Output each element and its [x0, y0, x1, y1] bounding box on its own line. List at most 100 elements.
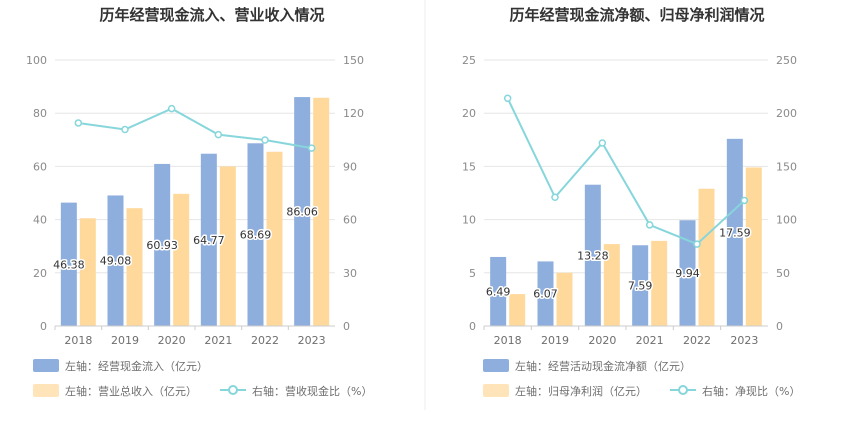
bar-left-series[interactable] — [247, 143, 264, 326]
left-axis-tick: 15 — [462, 160, 476, 173]
bar-right-series[interactable] — [651, 240, 668, 326]
ratio-point[interactable] — [167, 104, 176, 113]
legend-label-net-cash-ratio: 右轴：净现比（%） — [702, 384, 800, 398]
legend-item-net-cash-ratio[interactable]: 右轴：净现比（%） — [670, 384, 800, 398]
bar-left-series[interactable] — [537, 261, 554, 326]
bar-left-series[interactable] — [584, 184, 601, 326]
bar-right-series[interactable] — [79, 218, 96, 326]
bar-left-series[interactable] — [726, 138, 743, 326]
chart-net-cashflow-net-profit: 历年经营现金流净额、归母净利润情况 6.49 6.07 13.28 7.59 9.94 1… — [462, 6, 800, 398]
bar-left-series[interactable] — [679, 220, 696, 326]
bar-right-series[interactable] — [556, 272, 573, 326]
legend-label-net-cashflow: 左轴：经营活动现金流净额（亿元） — [515, 359, 691, 373]
x-axis-tick: 2019 — [541, 334, 569, 347]
bar-right-series[interactable] — [126, 208, 143, 326]
x-axis-tick: 2021 — [636, 334, 664, 347]
bar-right-series[interactable] — [266, 151, 283, 326]
right-axis-tick: 0 — [343, 320, 350, 333]
x-axis-tick: 2022 — [683, 334, 711, 347]
bar-left-series[interactable] — [154, 163, 171, 326]
legend-label-net-profit: 左轴：归母净利润（亿元） — [515, 384, 647, 398]
legend-swatch-revenue — [33, 384, 59, 397]
bar-right-series[interactable] — [745, 167, 762, 326]
bar-left-series[interactable] — [60, 202, 77, 326]
ratio-point[interactable] — [598, 139, 607, 147]
legend-label-cash-inflow: 左轴：经营现金流入（亿元） — [65, 359, 208, 373]
bar-right-series[interactable] — [509, 294, 526, 326]
left-axis-tick: 20 — [462, 107, 476, 120]
data-label: 68.69 — [240, 229, 272, 242]
ratio-point[interactable] — [740, 196, 749, 205]
x-axis-tick: 2021 — [204, 334, 232, 347]
legend-item-revenue-cash-ratio[interactable]: 右轴：营收现金比（%） — [220, 384, 372, 398]
data-label: 13.28 — [577, 249, 609, 262]
ratio-line-path — [78, 107, 312, 150]
legend-swatch-net-profit — [483, 384, 509, 397]
ratio-point[interactable] — [121, 125, 129, 134]
data-label: 17.59 — [719, 226, 751, 239]
ratio-point[interactable] — [74, 119, 83, 127]
data-label: 86.06 — [286, 206, 318, 219]
legend-swatch-cash-inflow — [33, 359, 59, 372]
grid — [484, 59, 768, 327]
bar-left-series[interactable] — [294, 97, 311, 326]
ratio-point[interactable] — [551, 193, 559, 202]
legend: 左轴：经营活动现金流净额（亿元） 左轴：归母净利润（亿元） 右轴：净现比（%） — [483, 359, 800, 398]
x-axis-tick: 2018 — [494, 334, 522, 347]
legend-marker-icon — [228, 385, 238, 395]
left-axis-tick: 5 — [469, 267, 476, 280]
bars — [490, 138, 762, 326]
left-axis-tick: 0 — [40, 320, 47, 333]
x-axis-tick: 2018 — [64, 334, 92, 347]
bar-left-series[interactable] — [200, 153, 217, 326]
right-axis-tick: 200 — [776, 107, 797, 120]
data-labels: 6.49 6.07 13.28 7.59 9.94 17.59 — [484, 225, 752, 302]
right-axis-tick: 30 — [343, 267, 357, 280]
legend-item-net-profit[interactable]: 左轴：归母净利润（亿元） — [483, 384, 647, 398]
x-axis-tick: 2022 — [251, 334, 279, 347]
chart-cash-inflow-revenue: 历年经营现金流入、营业收入情况 46.38 49.08 60.93 64.77 68.6… — [26, 6, 372, 398]
data-label: 46.38 — [53, 258, 85, 271]
right-axis-tick: 150 — [776, 160, 797, 173]
data-label: 6.07 — [533, 288, 558, 301]
legend: 左轴：经营现金流入（亿元） 左轴：营业总收入（亿元） 右轴：营收现金比（%） — [33, 359, 372, 398]
bar-left-series[interactable] — [632, 245, 649, 326]
ratio-point[interactable] — [503, 94, 512, 103]
data-label: 7.59 — [628, 280, 653, 293]
bar-right-series[interactable] — [698, 188, 715, 326]
bar-left-series[interactable] — [107, 195, 124, 326]
ratio-point[interactable] — [307, 144, 316, 152]
right-axis-tick: 150 — [343, 54, 364, 67]
legend-marker-icon — [678, 385, 688, 395]
left-axis-tick: 100 — [26, 54, 47, 67]
legend-swatch-net-cashflow — [483, 359, 509, 372]
left-axis-tick: 40 — [33, 214, 47, 227]
data-label: 64.77 — [193, 234, 225, 247]
ratio-line — [503, 94, 749, 248]
data-label: 9.94 — [675, 267, 700, 280]
ratio-point[interactable] — [214, 130, 223, 139]
legend-item-net-cashflow[interactable]: 左轴：经营活动现金流净额（亿元） — [483, 359, 691, 373]
x-axis-tick: 2020 — [588, 334, 616, 347]
legend-item-cash-inflow[interactable]: 左轴：经营现金流入（亿元） — [33, 359, 208, 373]
bar-right-series[interactable] — [219, 166, 236, 326]
chart-title: 历年经营现金流净额、归母净利润情况 — [509, 6, 764, 24]
x-axis-tick: 2020 — [158, 334, 186, 347]
chart-title: 历年经营现金流入、营业收入情况 — [99, 6, 324, 24]
legend-label-revenue: 左轴：营业总收入（亿元） — [65, 384, 197, 398]
ratio-point[interactable] — [261, 136, 269, 144]
ratio-point[interactable] — [645, 221, 654, 229]
bar-right-series[interactable] — [173, 193, 190, 326]
ratio-point[interactable] — [693, 240, 701, 248]
bar-left-series[interactable] — [490, 256, 507, 326]
bar-right-series[interactable] — [313, 97, 330, 326]
legend-item-revenue[interactable]: 左轴：营业总收入（亿元） — [33, 384, 197, 398]
grid — [55, 59, 335, 327]
right-axis-tick: 90 — [343, 160, 357, 173]
right-axis-tick: 50 — [776, 267, 790, 280]
bar-right-series[interactable] — [603, 244, 620, 326]
left-axis-tick: 25 — [462, 54, 476, 67]
data-label: 49.08 — [100, 255, 132, 268]
ratio-line-path — [506, 97, 746, 246]
